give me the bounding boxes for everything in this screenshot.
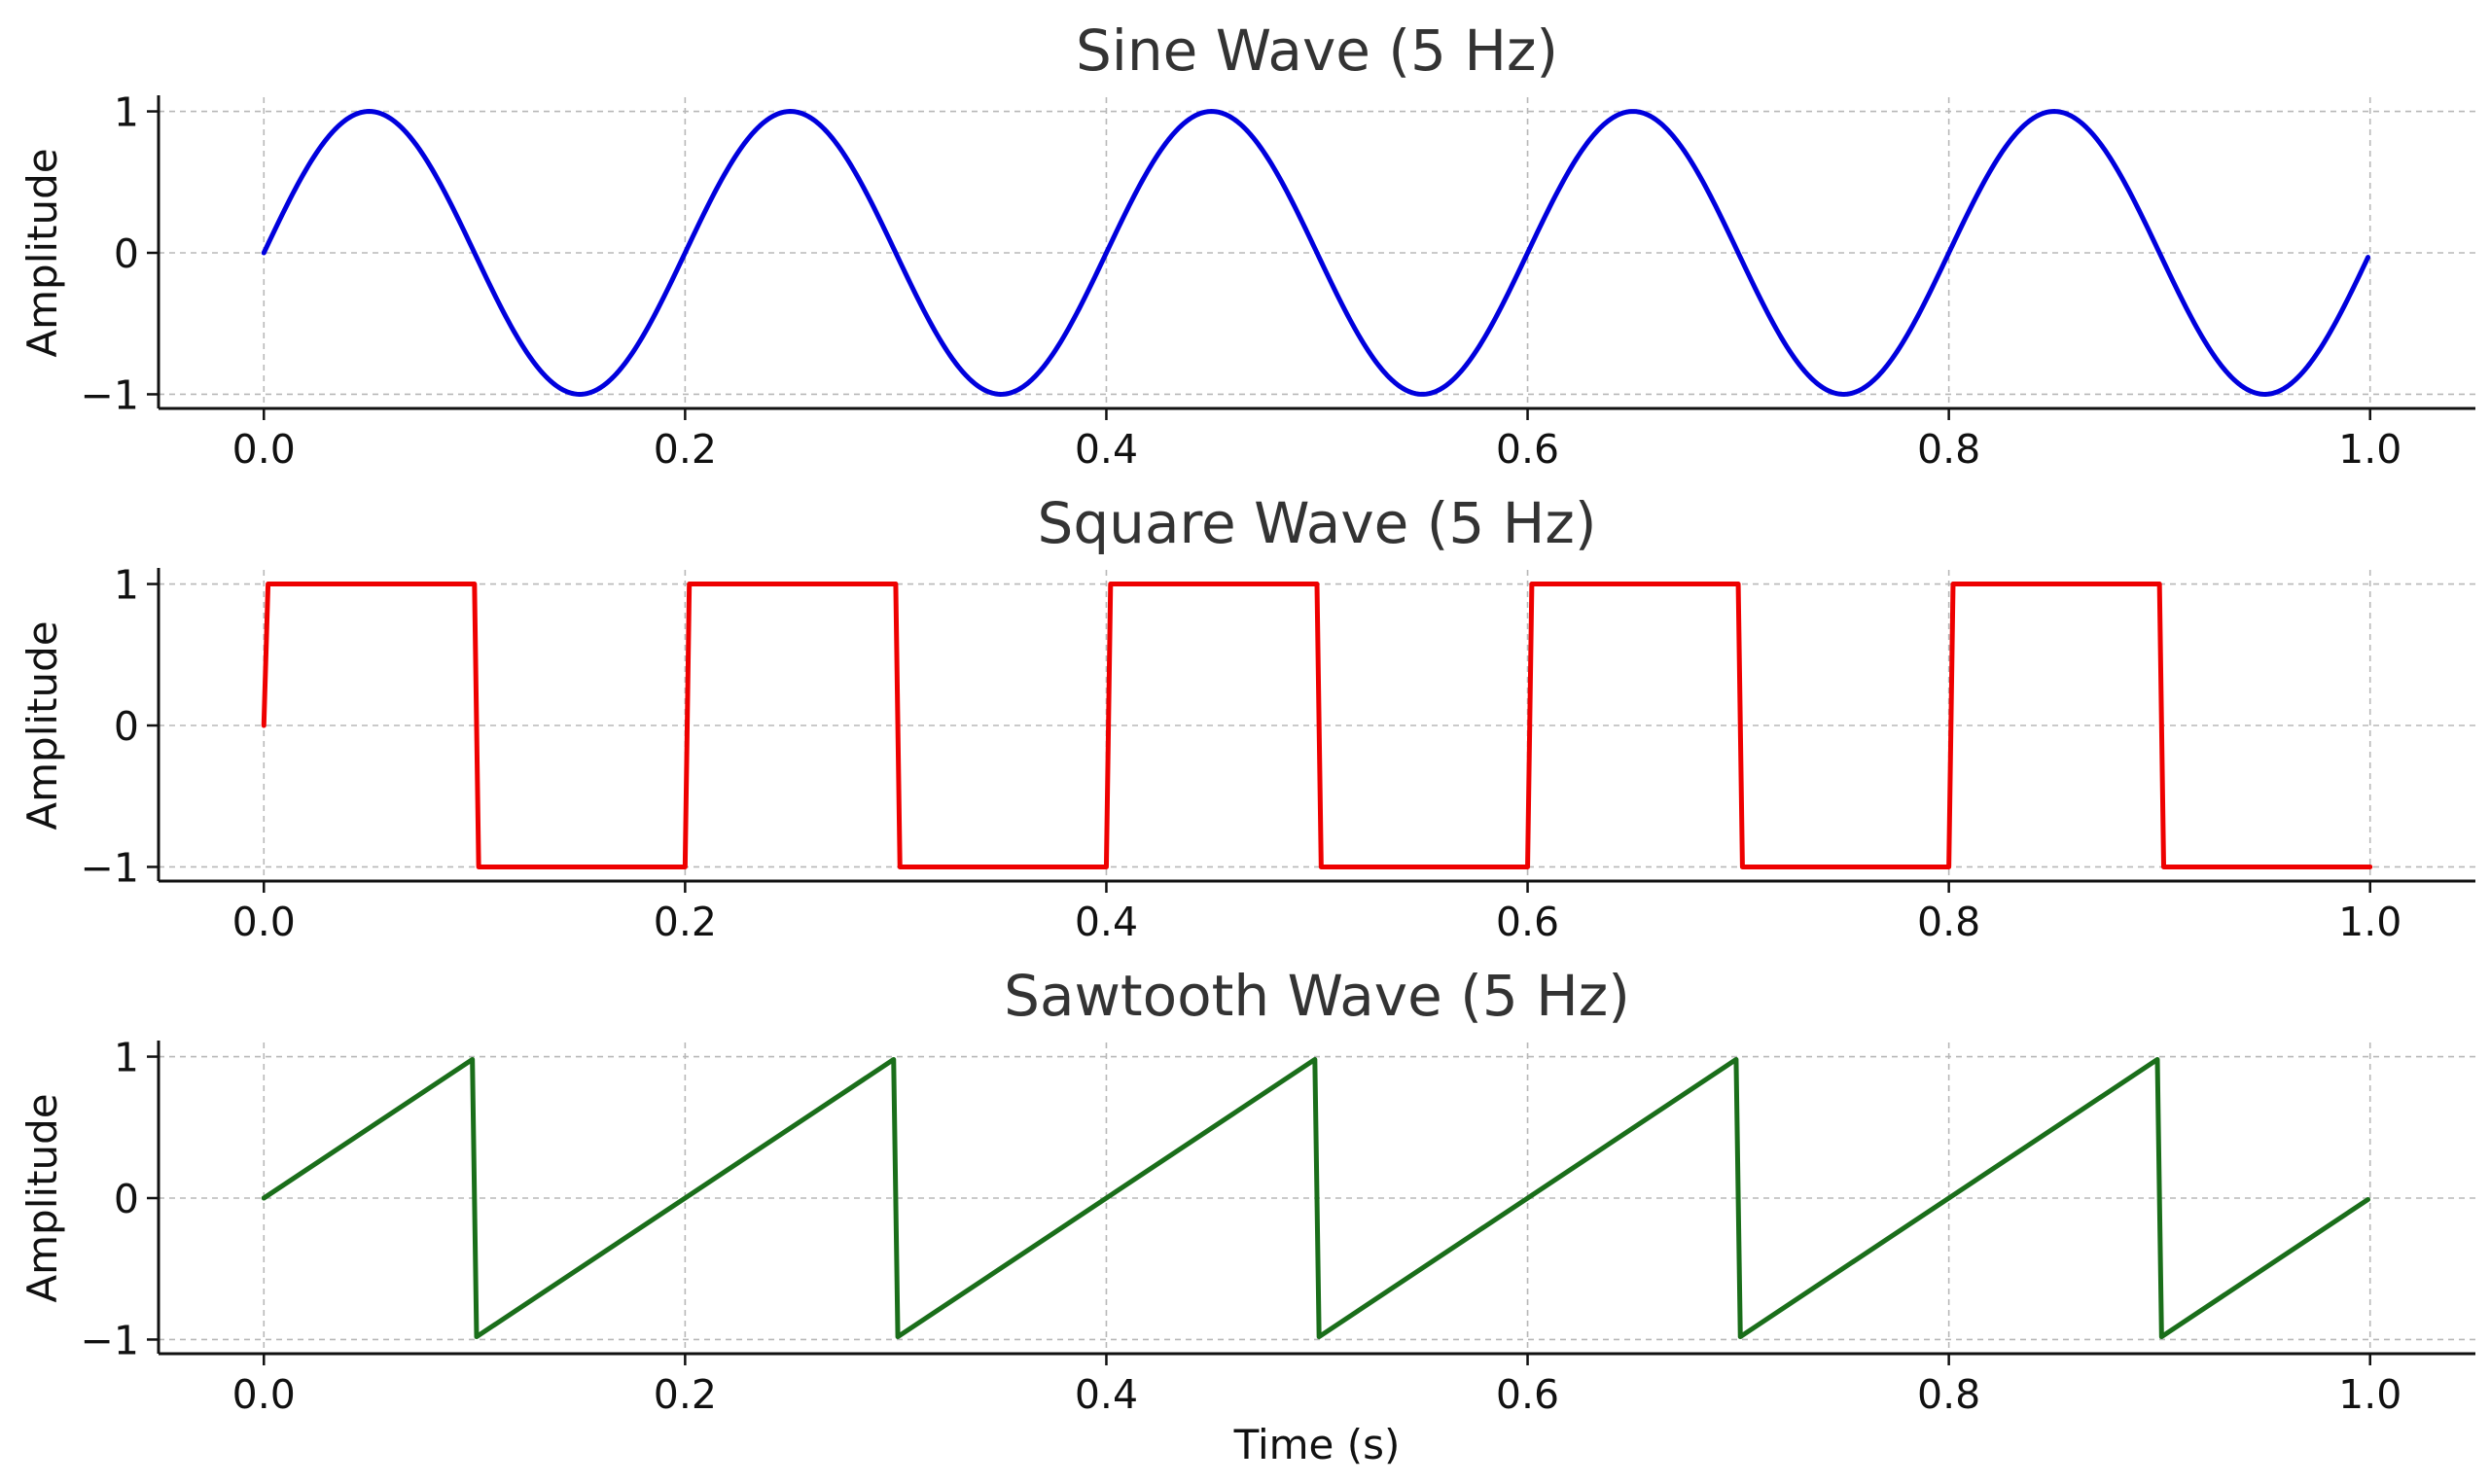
- square-y-tick-label: −1: [81, 844, 139, 891]
- square-x-tick-label: 0.8: [1917, 899, 1980, 945]
- square-x-tick-label: 1.0: [2338, 899, 2401, 945]
- sawtooth-x-tick-label: 0.2: [654, 1371, 717, 1418]
- square-y-tick-label: 1: [114, 562, 139, 609]
- sine-y-tick-label: 1: [114, 89, 139, 136]
- sine-x-tick-label: 0.6: [1496, 426, 1559, 473]
- sine-x-tick-label: 1.0: [2338, 426, 2401, 473]
- square-y-axis-label: Amplitude: [18, 620, 66, 830]
- sine-series-line: [261, 109, 2371, 397]
- sawtooth-x-tick-label: 0.8: [1917, 1371, 1980, 1418]
- sawtooth-y-tick-label: 1: [114, 1035, 139, 1081]
- sine-title: Sine Wave (5 Hz): [1076, 18, 1558, 84]
- square-title: Square Wave (5 Hz): [1038, 490, 1597, 556]
- square-y-tick-label: 0: [114, 703, 139, 750]
- sine-y-axis-label: Amplitude: [18, 148, 66, 357]
- sawtooth-series-line: [261, 1056, 2371, 1340]
- sine-panel: 0.0 0.2 0.4 0.6 0.8 1.0 −1 0 1 Sine Wave (5 Hz) Am…: [18, 18, 2475, 473]
- sine-x-tick-label: 0.2: [654, 426, 717, 473]
- sine-x-tick-label: 0.4: [1075, 426, 1138, 473]
- square-x-tick-label: 0.6: [1496, 899, 1559, 945]
- square-series-line: [261, 582, 2373, 869]
- sine-x-tick-label: 0.0: [232, 426, 296, 473]
- sawtooth-y-axis-label: Amplitude: [18, 1093, 66, 1302]
- square-x-tick-label: 0.2: [654, 899, 717, 945]
- square-x-tick-label: 0.4: [1075, 899, 1138, 945]
- sawtooth-x-axis-label: Time (s): [1233, 1421, 1401, 1468]
- sine-y-tick-label: −1: [81, 371, 139, 418]
- sawtooth-title: Sawtooth Wave (5 Hz): [1004, 963, 1630, 1029]
- sawtooth-y-tick-label: 0: [114, 1176, 139, 1222]
- sawtooth-y-tick-label: −1: [81, 1317, 139, 1363]
- sawtooth-x-tick-label: 1.0: [2338, 1371, 2401, 1418]
- sawtooth-x-tick-label: 0.0: [232, 1371, 296, 1418]
- sawtooth-x-tick-label: 0.6: [1496, 1371, 1559, 1418]
- sine-y-tick-label: 0: [114, 230, 139, 277]
- square-panel: 0.0 0.2 0.4 0.6 0.8 1.0 −1 0 1 Square Wave (5 Hz)…: [18, 490, 2475, 945]
- square-x-tick-label: 0.0: [232, 899, 296, 945]
- sawtooth-panel: 0.0 0.2 0.4 0.6 0.8 1.0 −1 0 1 Sawtooth Wave (5 H…: [18, 963, 2475, 1468]
- sine-x-tick-label: 0.8: [1917, 426, 1980, 473]
- sawtooth-x-tick-label: 0.4: [1075, 1371, 1138, 1418]
